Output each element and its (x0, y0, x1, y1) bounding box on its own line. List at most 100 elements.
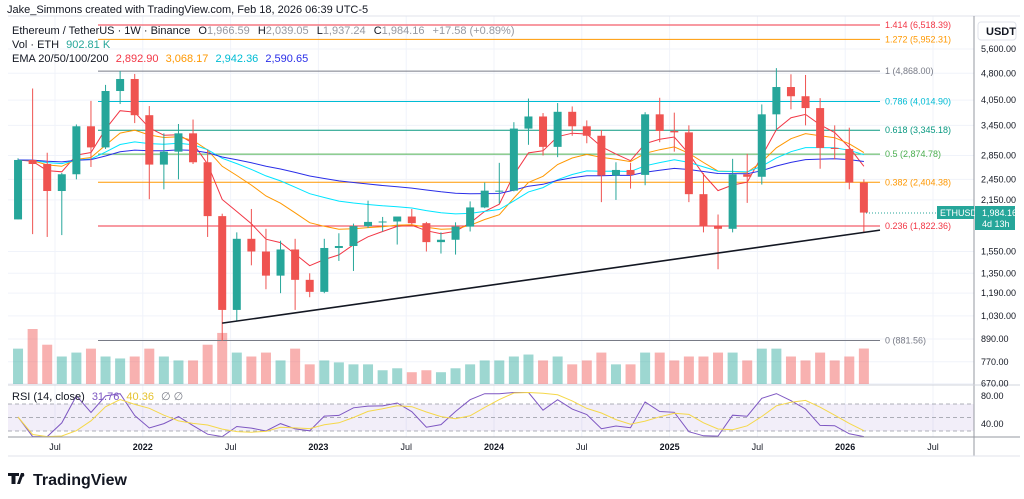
fib-labels: 1.414 (6,518.39) 1.272 (5,952.31) 1 (4,868… (885, 20, 951, 345)
trendline[interactable] (222, 229, 881, 324)
candle-body (436, 239, 445, 243)
volume-label: Vol · ETH (12, 39, 59, 51)
price-tick: 770.00 (981, 357, 1009, 367)
volume-bar (858, 348, 869, 384)
candle-body (582, 126, 591, 136)
currency-button[interactable] (977, 21, 1017, 41)
candle-body (830, 147, 839, 149)
volume-bar (363, 364, 374, 384)
volume-bar (421, 370, 432, 384)
price-tick: 1,350.00 (981, 268, 1016, 278)
candle-body (859, 182, 868, 213)
current-price-tag (975, 206, 1015, 230)
volume-legend[interactable]: Vol · ETH 902.81 K (12, 39, 111, 51)
candle-body (261, 251, 270, 276)
volume-bar (129, 356, 140, 384)
fib-label: 0.786 (4,014.90) (885, 96, 951, 106)
volume-bar (231, 352, 242, 384)
rsi-legend[interactable]: RSI (14, close) 31.76 40.36 ∅ ∅ (12, 391, 183, 403)
volume-bar (465, 364, 476, 384)
candle-body (772, 87, 781, 115)
volume-bar (392, 368, 403, 384)
time-tick: 2023 (308, 442, 328, 452)
candle-body (218, 216, 227, 310)
candle-body (349, 226, 358, 247)
price-tick: 1,550.00 (981, 247, 1016, 257)
symbol-title[interactable]: Ethereum / TetherUS · 1W · Binance (12, 25, 190, 37)
rsi-ma-value: 40.36 (126, 391, 154, 403)
tradingview-logo[interactable]: TradingView (8, 472, 128, 489)
ema-line (17, 141, 865, 215)
price-tick: 3,450.00 (981, 120, 1016, 130)
ema100-value: 2,942.36 (215, 53, 258, 65)
volume-bar (435, 372, 446, 384)
volume-bar (246, 356, 257, 384)
volume-bar (71, 352, 82, 384)
ema50-value: 3,068.17 (166, 53, 209, 65)
candle-body (451, 226, 460, 240)
candle-body (699, 194, 708, 227)
candle-body (524, 116, 533, 129)
rsi-value: 31.76 (92, 391, 120, 403)
time-axis[interactable]: Jul 2022 Jul 2023 Jul 2024 Jul 2025 Jul 2026 Jul (49, 442, 939, 452)
fib-label: 1.272 (5,952.31) (885, 34, 951, 44)
volume-bar (523, 354, 534, 384)
candle-body (393, 216, 402, 222)
volume-bar (275, 360, 286, 384)
fib-label: 1.414 (6,518.39) (885, 20, 951, 30)
candle-body (159, 151, 168, 165)
tradingview-logo-icon (8, 473, 24, 484)
volume-bar (290, 348, 301, 384)
symbol-tag-text: ETHUSDT (940, 208, 983, 218)
candle-body (145, 115, 154, 165)
ohlc-legend: Ethereum / TetherUS · 1W · Binance O1,96… (12, 25, 515, 37)
price-tick: 1,190.00 (981, 288, 1016, 298)
volume-bar (406, 372, 417, 384)
candle-body (43, 164, 52, 192)
candle-body (568, 111, 577, 127)
candle-body (539, 116, 548, 147)
candle-body (714, 226, 723, 229)
candle-body (670, 130, 679, 133)
fib-label: 0.236 (1,822.36) (885, 221, 951, 231)
candle-body (641, 114, 650, 175)
countdown-text: 4d 13h (982, 219, 1010, 229)
volume-bar (815, 352, 826, 384)
time-tick: 2025 (660, 442, 680, 452)
price-tick: 4,050.00 (981, 95, 1016, 105)
volume-bar (188, 360, 199, 384)
candle-body (86, 126, 95, 148)
candle-body (291, 249, 300, 280)
candle-body (320, 247, 329, 292)
ema-legend[interactable]: EMA 20/50/100/200 2,892.90 3,068.17 2,94… (12, 53, 308, 65)
candle-body (597, 135, 606, 176)
candle-body (364, 221, 373, 227)
volume-bar (304, 364, 315, 384)
fib-label: 0 (881.56) (885, 335, 926, 345)
candle-body (189, 133, 198, 163)
price-tick: 1,030.00 (981, 311, 1016, 321)
volume-bar (756, 348, 767, 384)
volume-bar (727, 352, 738, 384)
volume-bars (13, 329, 869, 384)
candle-body (655, 114, 664, 131)
price-tick: 890.00 (981, 334, 1009, 344)
volume-bar (13, 348, 24, 384)
price-axis[interactable]: 5,600.00 4,800.00 4,050.00 3,450.00 2,850.00… (981, 44, 1016, 429)
time-tick: Jul (225, 442, 237, 452)
volume-bar (596, 352, 607, 384)
volume-bar (115, 358, 126, 384)
candle-body (801, 96, 810, 109)
candle-body (407, 216, 416, 224)
candle-body (786, 87, 795, 97)
ema-label: EMA 20/50/100/200 (12, 53, 109, 65)
rsi-lines (17, 391, 865, 438)
candle-body (247, 238, 256, 252)
candle-body (174, 133, 183, 152)
volume-bar (377, 370, 388, 384)
candle-body (203, 162, 212, 217)
candle-body (57, 174, 66, 192)
rsi-tick: 40.00 (981, 419, 1004, 429)
